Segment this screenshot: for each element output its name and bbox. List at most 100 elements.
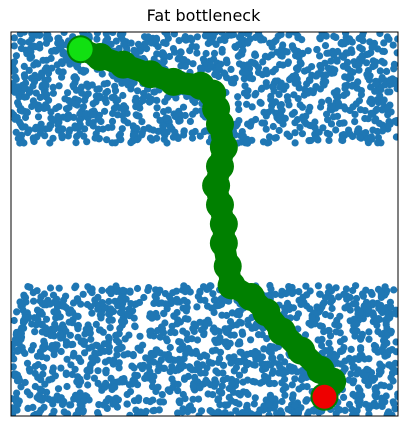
obstacle-point [84,283,92,291]
obstacle-point [306,103,314,111]
obstacle-point [275,90,283,98]
obstacle-point [241,82,249,90]
obstacle-point [42,39,51,47]
obstacle-point [300,91,308,99]
obstacle-point [55,82,63,90]
obstacle-point [363,70,371,78]
obstacle-point [158,391,166,399]
obstacle-point [154,367,162,375]
obstacle-point [115,339,123,347]
obstacle-point [260,108,268,116]
obstacle-point [149,407,157,415]
obstacle-point [206,407,214,415]
obstacle-point [133,124,141,132]
obstacle-point [365,410,373,416]
obstacle-point [69,340,77,348]
obstacle-point [317,64,325,73]
obstacle-point [335,322,343,330]
obstacle-point [247,336,255,344]
obstacle-point [192,349,201,357]
obstacle-point [293,314,301,322]
obstacle-point [390,286,398,294]
obstacle-point [248,118,256,126]
obstacle-point [173,298,181,306]
obstacle-point [34,60,42,68]
obstacle-point [374,328,382,336]
obstacle-point [347,345,355,353]
obstacle-point [109,32,117,36]
obstacle-point [50,396,58,404]
obstacle-point [377,307,385,315]
obstacle-point [291,79,299,87]
obstacle-point [234,100,242,108]
obstacle-point [70,73,78,81]
obstacle-point [267,285,275,293]
obstacle-point [296,123,304,131]
obstacle-point [13,389,21,397]
obstacle-point [90,374,98,382]
obstacle-point [276,61,284,69]
obstacle-point [290,91,298,99]
obstacle-point [244,316,252,324]
obstacle-point [251,361,259,369]
obstacle-point [288,110,296,118]
obstacle-point [93,32,101,37]
obstacle-point [269,83,277,91]
obstacle-point [105,356,113,364]
obstacle-point [45,96,53,104]
obstacle-point [252,89,260,98]
obstacle-point [285,132,294,140]
obstacle-point [201,296,209,304]
obstacle-point [311,118,319,126]
obstacle-point [356,308,364,316]
obstacle-point [37,120,45,128]
obstacle-point [281,358,289,366]
obstacle-point [383,33,391,41]
obstacle-point [57,364,65,372]
obstacle-point [318,98,326,106]
obstacle-point [311,320,319,328]
obstacle-point [353,84,361,92]
obstacle-point [161,98,169,106]
obstacle-point [96,326,104,334]
obstacle-point [77,357,85,365]
obstacle-point [37,308,45,316]
obstacle-point [357,344,365,352]
obstacle-point [11,73,19,81]
obstacle-point [134,87,142,95]
obstacle-point [349,286,357,295]
obstacle-point [174,380,182,388]
obstacle-point [107,40,115,49]
obstacle-point [112,331,120,339]
obstacle-point [354,397,362,405]
obstacle-point [276,363,284,371]
obstacle-point [330,113,338,121]
obstacle-point [297,60,305,68]
obstacle-point [116,296,124,304]
obstacle-point [130,314,138,322]
obstacle-point [100,80,108,88]
obstacle-point [83,373,91,381]
obstacle-point [164,106,172,114]
obstacle-point [166,355,174,363]
obstacle-point [186,47,194,55]
obstacle-point [54,385,63,393]
obstacle-point [262,125,270,133]
obstacle-point [386,383,394,391]
obstacle-point [167,328,175,336]
obstacle-point [267,349,275,357]
obstacle-point [392,367,398,375]
obstacle-point [149,126,157,134]
obstacle-point [131,322,139,330]
obstacle-point [32,123,40,131]
obstacle-point [116,32,124,39]
obstacle-point [240,75,248,83]
obstacle-point [210,308,218,317]
path-point [86,42,115,71]
obstacle-point [191,373,199,381]
obstacle-point [77,300,85,308]
obstacle-point [146,355,154,363]
obstacle-point [276,407,285,415]
obstacle-point [169,133,177,141]
obstacle-point [236,391,244,399]
